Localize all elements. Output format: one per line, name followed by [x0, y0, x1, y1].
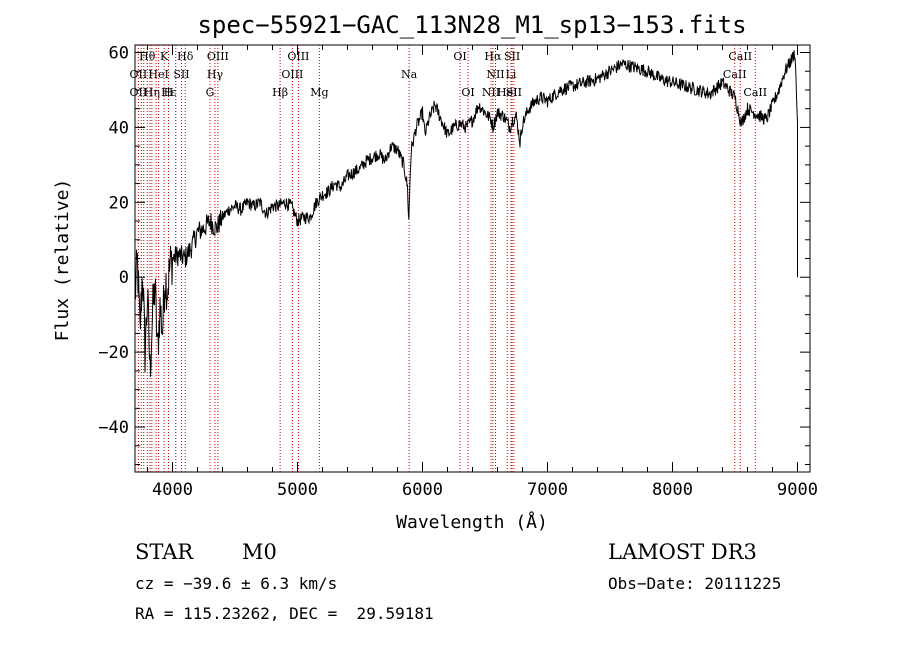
line-annotation-label: SII	[173, 68, 189, 81]
y-tick-label: −40	[98, 418, 129, 438]
x-tick-label: 7000	[527, 480, 568, 500]
line-annotation-label: OII	[130, 86, 148, 99]
line-annotation-label: Na	[401, 68, 418, 81]
line-annotation-label: OIII	[207, 50, 229, 63]
line-annotation-label: Hη	[144, 86, 160, 99]
survey-name: LAMOST DR3	[608, 540, 757, 564]
line-annotation-label: Hβ	[272, 86, 288, 99]
line-annotation-label: Hα	[484, 50, 502, 63]
x-tick-label: 8000	[652, 480, 693, 500]
line-annotation-label: NII	[482, 86, 500, 99]
line-annotation-label: Hγ	[207, 68, 224, 81]
line-annotation-label: HeI	[148, 68, 168, 81]
plot-frame	[134, 44, 811, 473]
y-tick-label: 20	[109, 193, 129, 213]
line-annotation-label: Hθ	[139, 50, 156, 63]
spectrum-line	[134, 50, 798, 377]
y-tick-label: 0	[119, 268, 129, 288]
redshift-velocity: cz = −39.6 ± 6.3 km/s	[135, 574, 338, 593]
line-annotation-label: SII	[504, 50, 520, 63]
observation-date: Obs−Date: 20111225	[608, 574, 782, 593]
line-annotation-label: CaII	[723, 68, 747, 81]
y-tick-label: 40	[109, 118, 129, 138]
line-annotation-label: Hε	[161, 86, 177, 99]
x-tick-label: 5000	[277, 480, 318, 500]
y-tick-label: −20	[98, 343, 129, 363]
chart-title: spec−55921−GAC_113N28_M1_sp13−153.fits	[197, 11, 746, 39]
line-annotation-label: OI	[461, 86, 474, 99]
line-annotation-label: K	[160, 50, 169, 63]
x-tick-label: 4000	[152, 480, 193, 500]
line-annotation-label: NII	[486, 68, 504, 81]
line-annotation-label: H	[164, 86, 174, 99]
spectrum-series	[134, 50, 798, 377]
line-annotation-label: G	[206, 86, 215, 99]
y-axis-label: Flux (relative)	[52, 179, 73, 342]
y-tick-label: 60	[109, 43, 129, 63]
coordinates: RA = 115.23262, DEC = 29.59181	[135, 604, 434, 623]
x-tick-label: 6000	[402, 480, 443, 500]
line-annotation-label: OIII	[281, 68, 303, 81]
line-annotation-label: HeI	[497, 86, 517, 99]
line-annotation-label: OIII	[287, 50, 309, 63]
line-annotation-label: SII	[506, 86, 522, 99]
line-annotation-label: CaII	[728, 50, 752, 63]
spectral-line-markers	[137, 45, 756, 472]
axes: 4000 5000 6000 7000 8000 9000 −40 −20 0 20 40 60	[98, 43, 818, 500]
line-annotation-label: Hδ	[177, 50, 194, 63]
line-annotation-label: OII	[130, 68, 148, 81]
object-class: STAR	[135, 540, 194, 564]
line-annotation-label: CaII	[743, 86, 767, 99]
line-annotation-label: OI	[453, 50, 466, 63]
line-annotation-label: Li	[506, 68, 517, 81]
x-axis-label: Wavelength (Å)	[396, 511, 548, 533]
x-tick-label: 9000	[777, 480, 818, 500]
object-subclass: M0	[242, 540, 277, 564]
line-annotation-label: Mg	[310, 86, 328, 99]
